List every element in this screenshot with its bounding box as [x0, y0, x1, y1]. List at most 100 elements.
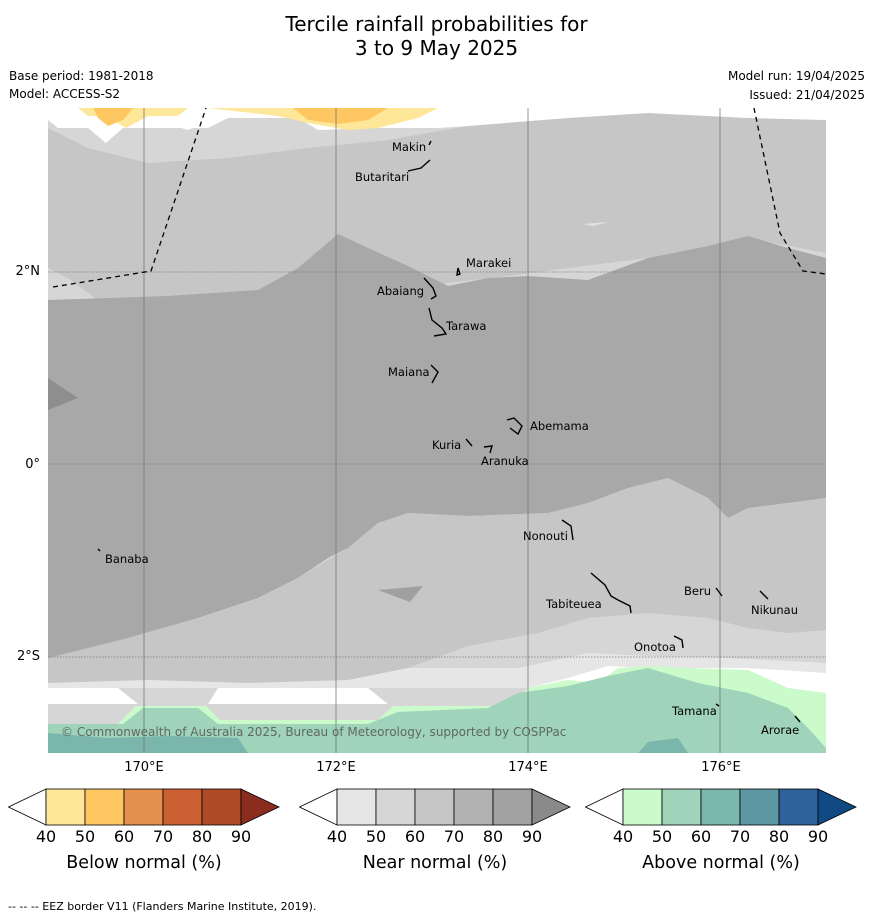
colorbar-near-normal [299, 788, 571, 826]
near-colorbar-tick-label: 70 [443, 827, 465, 846]
below-colorbar-segment-2 [84, 788, 125, 826]
model-name: Model: ACCESS-S2 [9, 87, 121, 101]
island-maiana [430, 364, 439, 384]
colorbar-above-normal [585, 788, 857, 826]
colorbar-near-label: Near normal (%) [362, 853, 508, 873]
place-label-beru: Beru [684, 584, 711, 598]
above-normal-60-area [48, 668, 826, 753]
near-colorbar-segment-over [531, 788, 571, 826]
island-butaritari [407, 159, 431, 172]
island-nonouti [561, 519, 574, 541]
near-normal-50-patch [583, 222, 608, 226]
place-label-tarawa: Tarawa [445, 319, 486, 333]
island-tarawa [428, 307, 448, 337]
island-kuria [465, 438, 473, 447]
above-colorbar-tick-label: 80 [768, 827, 790, 846]
near-colorbar-segment-4 [453, 788, 494, 826]
island-onotoa [673, 635, 684, 649]
issued-date: Issued: 21/04/2025 [749, 88, 865, 102]
map-title-line1: Tercile rainfall probabilities for [285, 12, 588, 36]
below-colorbar-segment-over [240, 788, 280, 826]
place-label-abemama: Abemama [530, 419, 589, 433]
colorbar-below-segments [8, 788, 280, 826]
place-label-butaritari: Butaritari [355, 170, 409, 184]
below-colorbar-tick-label: 80 [191, 827, 213, 846]
island-outlines [97, 140, 801, 723]
below-colorbar-segment-4 [162, 788, 203, 826]
above-colorbar-segment-over [817, 788, 857, 826]
below-normal-60-west [93, 108, 133, 126]
lon-label-174e: 174°E [508, 760, 548, 775]
above-normal-70-south [638, 738, 688, 753]
island-arorae [794, 715, 801, 723]
lat-label-2n: 2°N [15, 264, 41, 279]
near-colorbar-tick-label: 60 [404, 827, 426, 846]
below-colorbar-segment-under [8, 788, 47, 826]
place-label-tamana: Tamana [671, 704, 717, 718]
near-normal-80-patch [378, 586, 423, 602]
probability-map: Makin Butaritari Marakei Abaiang Tarawa … [48, 108, 826, 753]
above-colorbar-segment-4 [739, 788, 780, 826]
above-colorbar-tick-label: 70 [729, 827, 751, 846]
island-nikunau [759, 590, 769, 600]
above-colorbar-tick-label: 40 [612, 827, 634, 846]
near-colorbar-segment-5 [492, 788, 533, 826]
island-abaiang [423, 277, 437, 300]
colorbar-near-segments [299, 788, 571, 826]
above-colorbar-tick-label: 90 [807, 827, 829, 846]
near-colorbar-tick-label: 90 [521, 827, 543, 846]
place-label-arorae: Arorae [761, 723, 799, 737]
island-abemama [506, 417, 523, 436]
colorbar-below-normal [8, 788, 280, 826]
island-tamana [715, 703, 720, 707]
above-colorbar-segment-2 [661, 788, 702, 826]
place-label-makin: Makin [392, 140, 426, 154]
above-colorbar-tick-label: 60 [690, 827, 712, 846]
below-colorbar-tick-label: 60 [113, 827, 135, 846]
near-normal-70-south [48, 478, 826, 683]
near-colorbar-tick-label: 50 [365, 827, 387, 846]
near-colorbar-tick-label: 80 [482, 827, 504, 846]
lon-label-172e: 172°E [316, 760, 356, 775]
place-label-nonouti: Nonouti [523, 529, 568, 543]
island-makin [428, 140, 432, 146]
place-label-aranuka: Aranuka [481, 454, 529, 468]
near-colorbar-segment-2 [375, 788, 416, 826]
above-colorbar-segment-3 [700, 788, 741, 826]
below-colorbar-segment-1 [45, 788, 86, 826]
above-colorbar-tick-label: 50 [651, 827, 673, 846]
above-normal-70-west [48, 733, 248, 753]
below-colorbar-tick-label: 40 [35, 827, 57, 846]
near-normal-80-band [48, 234, 826, 658]
eez-border [52, 108, 826, 288]
model-run-date: Model run: 19/04/2025 [727, 69, 865, 83]
near-colorbar-tick-label: 40 [326, 827, 348, 846]
island-aranuka [483, 445, 493, 454]
colorbar-below-label: Below normal (%) [66, 853, 222, 873]
place-label-tabiteuea: Tabiteuea [545, 597, 602, 611]
lon-label-170e: 170°E [124, 760, 164, 775]
colorbar-above-label: Above normal (%) [642, 853, 800, 873]
place-label-onotoa: Onotoa [634, 640, 676, 654]
lat-label-0: 0° [25, 457, 40, 472]
above-colorbar-segment-under [585, 788, 624, 826]
colorbar-above-segments [585, 788, 857, 826]
near-colorbar-segment-1 [336, 788, 377, 826]
below-colorbar-segment-3 [123, 788, 164, 826]
base-period: Base period: 1981-2018 [9, 69, 154, 83]
below-colorbar-tick-label: 70 [152, 827, 174, 846]
place-label-abaiang: Abaiang [377, 284, 424, 298]
below-colorbar-tick-label: 50 [74, 827, 96, 846]
place-label-banaba: Banaba [105, 552, 149, 566]
island-tabiteuea [590, 572, 632, 614]
near-colorbar-segment-3 [414, 788, 455, 826]
near-colorbar-segment-under [299, 788, 338, 826]
above-colorbar-segment-5 [778, 788, 819, 826]
place-label-maiana: Maiana [388, 365, 430, 379]
place-label-marakei: Marakei [466, 256, 511, 270]
place-label-kuria: Kuria [432, 438, 461, 452]
below-colorbar-segment-5 [201, 788, 242, 826]
copyright-notice: © Commonwealth of Australia 2025, Bureau… [61, 725, 566, 739]
eez-footnote: -- -- -- EEZ border V11 (Flanders Marine… [8, 900, 317, 913]
white-gap-north-2 [48, 108, 826, 143]
